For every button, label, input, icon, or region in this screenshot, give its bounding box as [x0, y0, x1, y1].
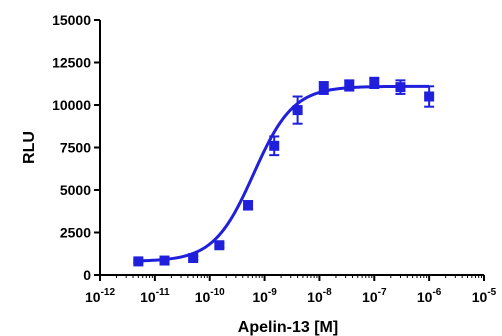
x-tick-base: 10 [252, 289, 268, 305]
data-point-square [243, 200, 254, 211]
x-tick-label: 10-5 [472, 287, 497, 305]
y-tick-label: 15000 [52, 12, 91, 28]
x-tick-base: 10 [417, 289, 433, 305]
data-point-square [395, 82, 406, 93]
data-point-square [292, 105, 303, 116]
y-tick-label: 12500 [52, 55, 91, 71]
y-tick-label: 2500 [60, 225, 91, 241]
y-tick-label: 5000 [60, 182, 91, 198]
data-point-square [344, 80, 355, 91]
x-axis: 10-12 10-11 10-10 10-9 10-8 10-7 10-6 10-5 [85, 274, 497, 305]
x-tick-label: 10-12 [85, 287, 115, 305]
x-axis-title: Apelin-13 [M] [238, 319, 338, 336]
x-tick-base: 10 [307, 289, 323, 305]
x-tick-base: 10 [85, 289, 101, 305]
data-point-square [424, 91, 435, 102]
x-tick-base: 10 [140, 289, 156, 305]
x-tick-exponent: -9 [268, 287, 277, 298]
y-axis-title: RLU [21, 131, 38, 164]
x-tick-label: 10-9 [252, 287, 277, 305]
data-point-square [269, 140, 280, 151]
x-tick-label: 10-11 [140, 287, 170, 305]
x-tick-base: 10 [362, 289, 378, 305]
y-tick-label: 10000 [52, 97, 91, 113]
data-point-square [318, 83, 329, 93]
y-tick-label: 7500 [60, 140, 91, 156]
x-tick-label: 10-8 [307, 287, 332, 305]
x-tick-exponent: -6 [432, 287, 441, 298]
x-tick-base: 10 [195, 289, 211, 305]
data-point-square [369, 77, 380, 88]
x-tick-label: 10-10 [195, 287, 225, 305]
x-tick-label: 10-7 [362, 287, 387, 305]
y-tick-label: 0 [83, 267, 91, 283]
data-point-square [214, 240, 225, 251]
data-point-square [133, 256, 144, 267]
x-tick-exponent: -7 [378, 287, 387, 298]
x-tick-label: 10-6 [417, 287, 442, 305]
x-tick-exponent: -5 [487, 287, 496, 298]
data-point-square [188, 253, 199, 263]
x-tick-exponent: -8 [323, 287, 332, 298]
y-axis: 0 2500 5000 7500 10000 12500 15000 [52, 12, 101, 283]
x-tick-base: 10 [472, 289, 488, 305]
fit-curve [138, 84, 430, 263]
data-point-square [159, 255, 170, 266]
fit-curve-layer [138, 84, 430, 263]
data-points-layer [133, 76, 435, 267]
x-tick-exponent: -11 [156, 287, 170, 298]
x-tick-exponent: -12 [101, 287, 116, 298]
x-tick-exponent: -10 [210, 287, 225, 298]
